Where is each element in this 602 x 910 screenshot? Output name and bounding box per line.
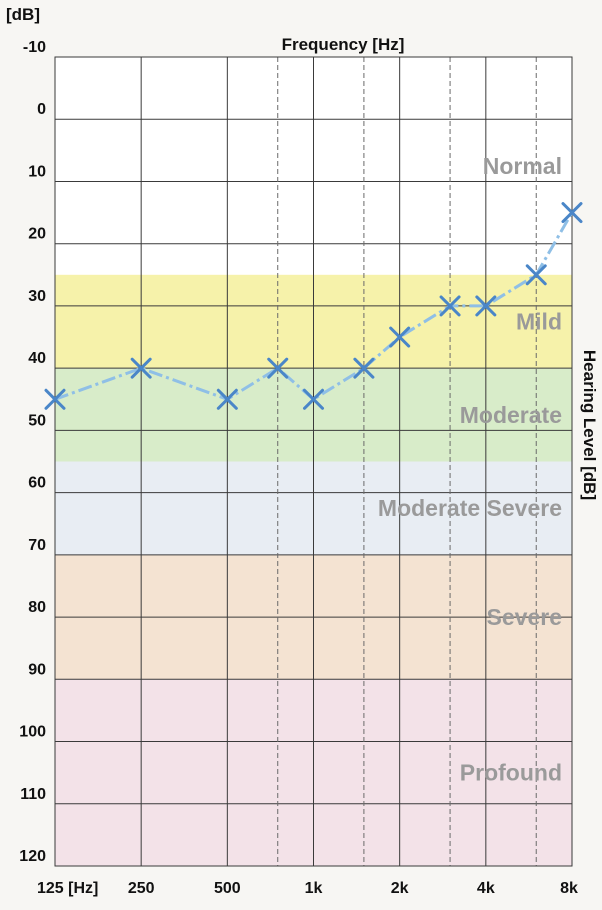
- marker-stroke: [130, 357, 152, 379]
- marker-stroke: [525, 264, 547, 286]
- band-label-moderate: Moderate: [460, 402, 562, 428]
- plot-frame: [54, 56, 573, 867]
- data-point-marker: [267, 357, 289, 379]
- x-tick-label: 250: [128, 880, 155, 897]
- data-point-marker: [44, 388, 66, 410]
- grid-layer: [54, 56, 573, 867]
- marker-stroke: [439, 295, 461, 317]
- y-tick-label: 50: [28, 412, 46, 429]
- y-tick-label: 60: [28, 475, 46, 492]
- chart-title: Frequency [Hz]: [282, 35, 405, 54]
- x-tick-label: 2k: [391, 880, 409, 897]
- y-tick-label: 70: [28, 537, 46, 554]
- marker-stroke: [267, 357, 289, 379]
- data-point-marker: [389, 326, 411, 348]
- marker-stroke: [216, 388, 238, 410]
- data-point-marker: [216, 388, 238, 410]
- data-point-marker: [130, 357, 152, 379]
- marker-stroke: [475, 295, 497, 317]
- band-label-severe: Severe: [487, 604, 562, 630]
- x-tick-label: 8k: [560, 880, 578, 897]
- band-label-moderate-severe: Moderate Severe: [378, 495, 562, 521]
- x-tick-label: 1k: [305, 880, 323, 897]
- y-axis-title: Hearing Level [dB]: [580, 350, 599, 500]
- y-tick-label: 10: [28, 163, 46, 180]
- y-tick-label: 110: [20, 786, 46, 803]
- y-unit-label: [dB]: [6, 5, 40, 24]
- x-tick-label: 4k: [477, 880, 495, 897]
- y-tick-label: 30: [28, 288, 46, 305]
- y-tick-label: 80: [28, 599, 46, 616]
- series-layer: [44, 202, 583, 410]
- series-line: [54, 211, 574, 402]
- x-tick-label: 500: [214, 880, 241, 897]
- data-point-marker: [475, 295, 497, 317]
- band-labels-layer: Normal Mild Moderate Moderate Severe Severe P…: [378, 153, 562, 786]
- y-tick-label: 40: [28, 350, 46, 367]
- y-tick-label: 90: [28, 661, 46, 678]
- band-label-profound: Profound: [460, 760, 562, 786]
- data-point-marker: [353, 357, 375, 379]
- data-point-marker: [303, 388, 324, 410]
- band-label-normal: Normal: [483, 153, 562, 179]
- marker-stroke: [44, 388, 66, 410]
- marker-stroke: [389, 326, 411, 348]
- data-point-marker: [439, 295, 461, 317]
- y-tick-label: 120: [19, 848, 46, 865]
- y-tick-label: 100: [19, 724, 46, 741]
- y-tick-label: -10: [23, 39, 46, 56]
- marker-stroke: [303, 388, 324, 410]
- axes-layer: -10 0 10 20 30 40 50 60 70 80 90 100 110 120 125 [Hz] 2…: [19, 39, 578, 897]
- x-tick-label: 125 [Hz]: [37, 880, 98, 897]
- marker-stroke: [561, 202, 583, 224]
- data-point-marker: [525, 264, 547, 286]
- y-tick-label: 20: [28, 226, 46, 243]
- band-label-mild: Mild: [516, 308, 562, 334]
- marker-stroke: [353, 357, 375, 379]
- data-point-marker: [561, 202, 583, 224]
- y-tick-label: 0: [37, 101, 46, 118]
